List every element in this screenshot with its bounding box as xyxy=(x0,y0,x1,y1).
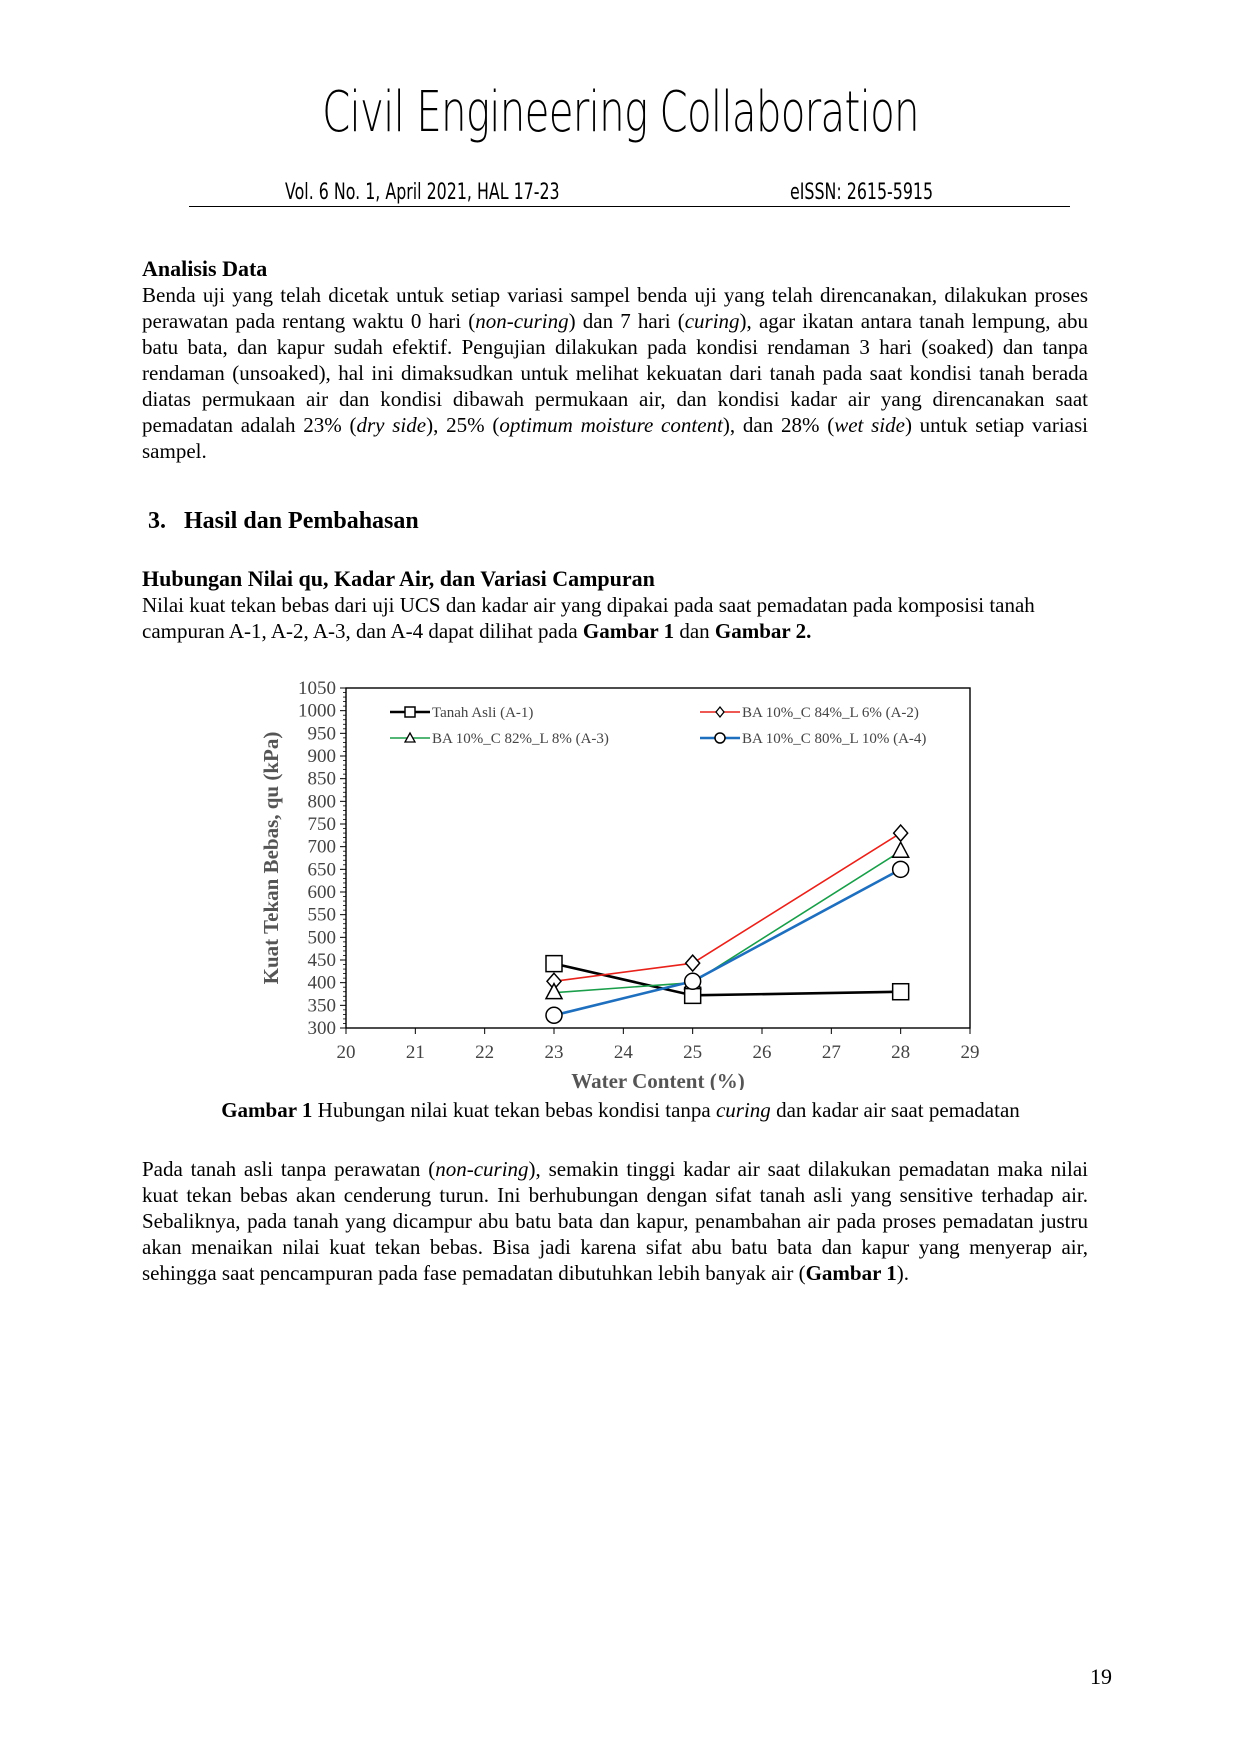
hubungan-section: Hubungan Nilai qu, Kadar Air, dan Varias… xyxy=(142,566,1088,644)
x-tick-label: 21 xyxy=(406,1042,425,1063)
x-tick-label: 23 xyxy=(545,1042,564,1063)
y-tick-label: 350 xyxy=(308,995,337,1016)
y-tick-label: 600 xyxy=(308,882,337,903)
pembahasan-paragraph: Pada tanah asli tanpa perawatan (non-cur… xyxy=(142,1157,1088,1285)
issn: eISSN: 2615-5915 xyxy=(790,180,934,205)
pembahasan-section: Pada tanah asli tanpa perawatan (non-cur… xyxy=(142,1156,1088,1286)
series-1-point xyxy=(891,982,910,1001)
y-tick-label: 1050 xyxy=(298,678,336,699)
y-tick-label: 500 xyxy=(308,927,337,948)
y-tick-label: 750 xyxy=(308,814,337,835)
hubungan-heading: Hubungan Nilai qu, Kadar Air, dan Varias… xyxy=(142,566,655,591)
y-tick-label: 650 xyxy=(308,859,337,880)
section-heading: 3. Hasil dan Pembahasan xyxy=(148,508,419,534)
y-tick-label: 550 xyxy=(308,905,337,926)
y-tick-label: 900 xyxy=(308,746,337,767)
page-number: 19 xyxy=(1090,1664,1112,1689)
figure-caption: Gambar 1 Hubungan nilai kuat tekan bebas… xyxy=(221,1098,1020,1122)
series-line-2 xyxy=(553,832,902,983)
x-tick-label: 28 xyxy=(891,1042,910,1063)
series-3-point xyxy=(544,982,564,1000)
analisis-heading: Analisis Data xyxy=(142,256,268,281)
legend-label-2: BA 10%_C 84%_L 6% (A-2) xyxy=(742,705,919,721)
y-tick-label: 1000 xyxy=(298,701,336,722)
series-line-3 xyxy=(553,850,902,994)
x-tick-label: 25 xyxy=(683,1042,702,1063)
series-4-point xyxy=(545,1006,563,1025)
legend-label-4: BA 10%_C 80%_L 10% (A-4) xyxy=(742,731,926,747)
legend-marker-1 xyxy=(404,706,416,718)
header-rule xyxy=(189,206,1070,207)
analisis-paragraph: Benda uji yang telah dicetak untuk setia… xyxy=(142,283,1088,463)
x-tick-label: 29 xyxy=(961,1042,980,1063)
series-1-point xyxy=(545,954,563,973)
series-4-point xyxy=(891,860,910,879)
y-tick-label: 950 xyxy=(308,723,337,744)
y-axis-title: Kuat Tekan Bebas, qu (kPa) xyxy=(259,732,283,985)
series-2-point xyxy=(892,823,909,843)
volume-info: Vol. 6 No. 1, April 2021, HAL 17-23 xyxy=(285,180,560,205)
y-tick-label: 850 xyxy=(308,769,337,790)
legend-label-3: BA 10%_C 82%_L 8% (A-3) xyxy=(432,731,609,747)
series-2-point xyxy=(684,954,701,973)
series-line-1 xyxy=(553,962,901,997)
x-axis-title: Water Content (%) xyxy=(571,1069,744,1090)
legend-label-1: Tanah Asli (A-1) xyxy=(432,705,533,721)
series-3-point xyxy=(891,840,910,858)
x-tick-label: 24 xyxy=(614,1042,634,1063)
y-tick-label: 700 xyxy=(308,837,337,858)
series-4-point xyxy=(683,972,702,991)
hubungan-paragraph: Nilai kuat tekan bebas dari uji UCS dan … xyxy=(142,593,1035,643)
y-tick-label: 400 xyxy=(308,973,337,994)
legend-marker-2 xyxy=(715,705,725,719)
y-tick-label: 300 xyxy=(308,1018,337,1039)
y-tick-label: 800 xyxy=(308,791,337,812)
x-tick-label: 26 xyxy=(753,1042,772,1063)
plot-frame xyxy=(345,687,971,1029)
legend-marker-3 xyxy=(403,731,417,743)
y-tick-label: 450 xyxy=(308,950,337,971)
analisis-section: Analisis Data Benda uji yang telah dicet… xyxy=(142,256,1088,464)
x-tick-label: 22 xyxy=(475,1042,494,1063)
journal-title: Civil Engineering Collaboration xyxy=(322,80,919,145)
legend-marker-4 xyxy=(714,732,726,744)
x-tick-label: 20 xyxy=(337,1042,356,1063)
x-tick-label: 27 xyxy=(822,1042,841,1063)
qu-water-content-chart: 3003504004505005506006507007508008509009… xyxy=(259,678,980,1090)
